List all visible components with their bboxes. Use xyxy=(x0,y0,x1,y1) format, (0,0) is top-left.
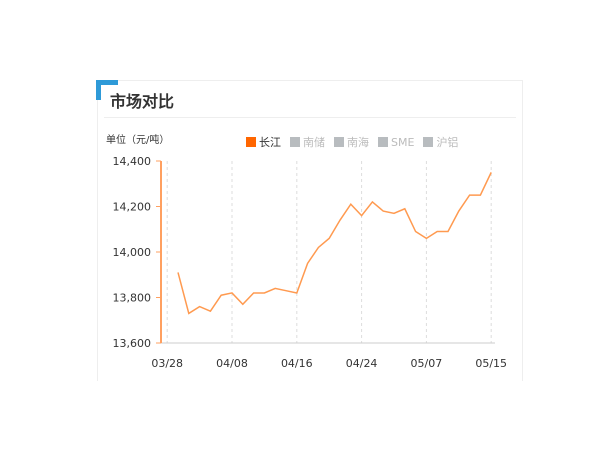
legend-item-1[interactable]: 南储 xyxy=(290,134,325,150)
legend-label: 南储 xyxy=(303,136,325,149)
legend-swatch xyxy=(423,137,434,147)
legend-label: 沪铝 xyxy=(436,136,459,149)
x-tick-label: 05/07 xyxy=(411,357,443,370)
x-tick-label: 05/15 xyxy=(475,357,507,370)
y-tick-label: 13,600 xyxy=(113,337,152,350)
panel-title: 市场对比 xyxy=(110,92,175,111)
x-tick-label: 04/08 xyxy=(216,357,248,370)
legend-swatch xyxy=(378,137,388,147)
legend-label: SME xyxy=(391,135,415,149)
unit-label: 单位（元/吨） xyxy=(106,135,170,146)
x-tick-label: 04/24 xyxy=(346,357,378,370)
x-tick-label: 03/28 xyxy=(151,357,183,370)
y-tick-label: 14,400 xyxy=(113,155,152,168)
market-comparison-panel xyxy=(97,80,523,381)
legend-label: 南海 xyxy=(347,136,369,149)
chart-legend: 长江 南储 南海 SME 沪铝 xyxy=(246,134,458,150)
title-accent xyxy=(96,80,118,100)
y-tick-label: 14,000 xyxy=(113,246,152,259)
legend-swatch xyxy=(290,137,300,147)
y-tick-label: 14,200 xyxy=(113,201,152,214)
legend-item-3[interactable]: SME xyxy=(378,134,414,150)
legend-item-4[interactable]: 沪铝 xyxy=(423,134,458,150)
y-tick-label: 13,800 xyxy=(113,292,152,305)
legend-label: 长江 xyxy=(259,136,281,149)
legend-swatch xyxy=(246,137,256,147)
x-tick-label: 04/16 xyxy=(281,357,313,370)
legend-swatch xyxy=(334,137,344,147)
divider xyxy=(104,117,516,118)
legend-item-2[interactable]: 南海 xyxy=(334,134,369,150)
series-line-0 xyxy=(177,172,492,315)
legend-item-0[interactable]: 长江 xyxy=(246,134,281,150)
